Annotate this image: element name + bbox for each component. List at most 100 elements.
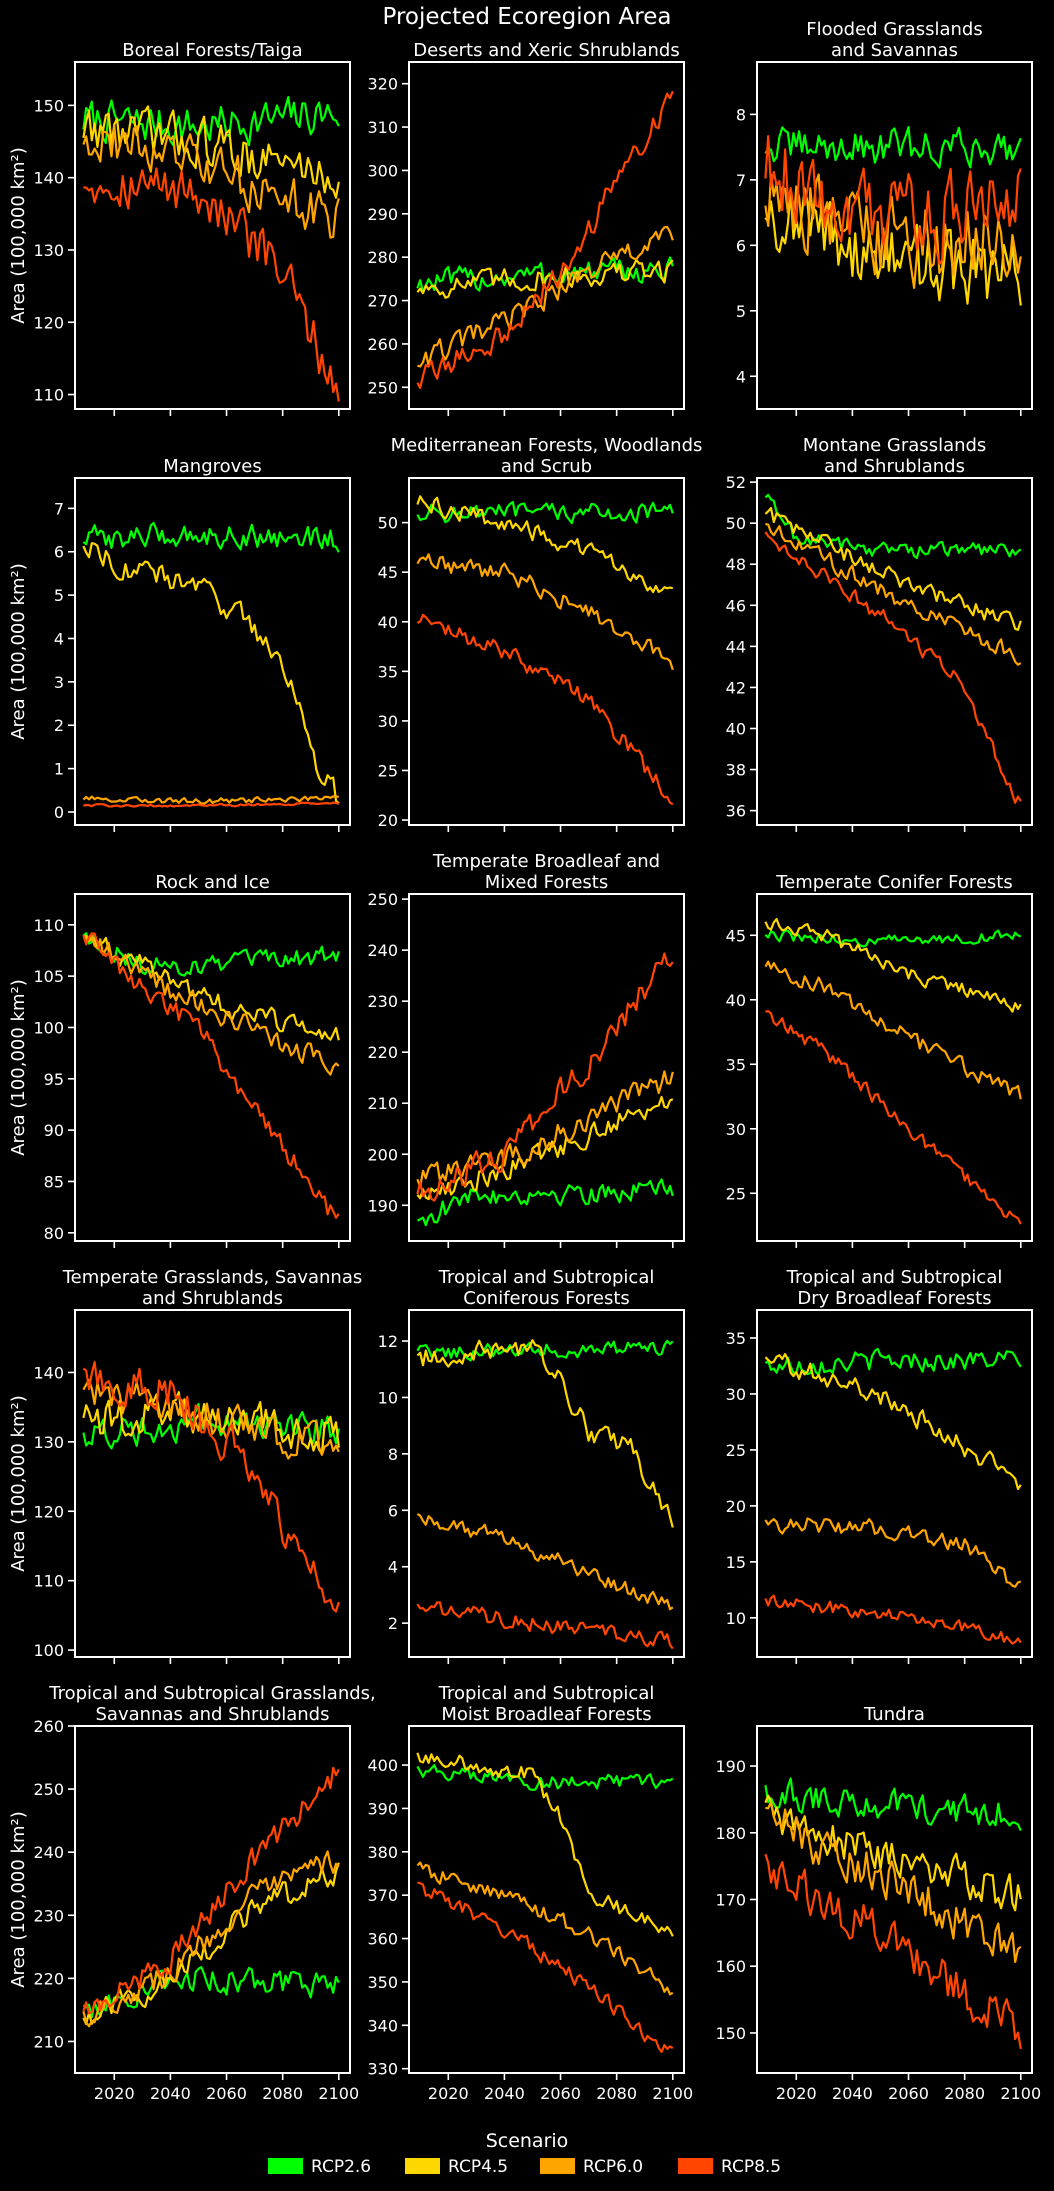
panel-title: Rock and Ice <box>155 872 270 893</box>
panel-title: Temperate Grasslands, Savannas <box>62 1267 363 1288</box>
y-tick-label: 50 <box>378 514 398 533</box>
y-tick-label: 30 <box>726 1120 746 1139</box>
y-tick-label: 50 <box>726 514 746 533</box>
series-line <box>82 934 340 1076</box>
y-tick-label: 340 <box>367 2016 398 2035</box>
series-line <box>765 1009 1022 1225</box>
panel-title: Flooded Grasslands <box>806 19 982 40</box>
y-tick-label: 150 <box>33 96 64 115</box>
y-tick-label: 36 <box>726 802 746 821</box>
y-tick-label: 85 <box>44 1172 64 1191</box>
panel-title: Tundra <box>863 1704 925 1725</box>
legend-title: Scenario <box>486 2130 569 2152</box>
panel-title: and Savannas <box>831 40 958 61</box>
y-tick-label: 8 <box>736 105 746 124</box>
y-tick-label: 6 <box>388 1501 398 1520</box>
x-tick-label: 2040 <box>484 2084 525 2103</box>
y-tick-label: 230 <box>33 1906 64 1925</box>
panel-title: Mixed Forests <box>485 872 608 893</box>
panel-frame <box>408 1725 685 2074</box>
series-line <box>416 952 674 1202</box>
legend-swatch <box>268 2158 303 2174</box>
y-axis-label: Area (100,000 km²) <box>8 147 29 324</box>
y-tick-label: 310 <box>367 118 398 137</box>
y-tick-label: 110 <box>33 386 64 405</box>
series-line <box>764 1352 1022 1491</box>
series-line <box>764 1517 1022 1588</box>
series-line <box>416 1339 674 1528</box>
y-tick-label: 280 <box>367 248 398 267</box>
y-tick-label: 170 <box>715 1891 746 1910</box>
y-tick-label: 260 <box>367 335 398 354</box>
series-line <box>416 495 674 594</box>
panel-frame <box>756 477 1033 826</box>
y-tick-label: 10 <box>726 1609 746 1628</box>
series-line <box>82 1390 340 1455</box>
y-tick-label: 250 <box>367 890 398 909</box>
y-tick-label: 0 <box>54 803 64 822</box>
y-tick-label: 42 <box>726 678 746 697</box>
y-tick-label: 10 <box>378 1388 398 1407</box>
y-tick-label: 35 <box>726 1055 746 1074</box>
y-tick-label: 20 <box>378 811 398 830</box>
y-tick-label: 12 <box>378 1332 398 1351</box>
y-tick-label: 150 <box>715 2024 746 2043</box>
panel-title: Moist Broadleaf Forests <box>441 1704 651 1725</box>
series-line <box>82 542 340 805</box>
series-line <box>416 258 674 299</box>
y-axis-label: Area (100,000 km²) <box>8 563 29 740</box>
panel: Boreal Forests/Taiga 110 120 130 140 150 Area … <box>8 40 351 416</box>
legend-entry: RCP4.5 <box>448 2157 508 2177</box>
y-tick-label: 200 <box>367 1145 398 1164</box>
y-tick-label: 52 <box>726 473 746 492</box>
legend-swatch <box>678 2158 713 2174</box>
y-tick-label: 100 <box>33 1018 64 1037</box>
x-tick-label: 2080 <box>262 2084 303 2103</box>
y-tick-label: 360 <box>367 1930 398 1949</box>
series-line <box>765 1800 1022 1964</box>
series-line <box>416 90 674 389</box>
y-tick-label: 1 <box>54 760 64 779</box>
panel-title: and Shrublands <box>824 456 965 477</box>
y-tick-label: 40 <box>726 991 746 1010</box>
y-tick-label: 95 <box>44 1070 64 1089</box>
y-axis-label: Area (100,000 km²) <box>8 979 29 1156</box>
y-tick-label: 7 <box>736 171 746 190</box>
series-line <box>764 929 1022 948</box>
panel-title: Tropical and Subtropical Grasslands, <box>48 1683 376 1704</box>
series-line <box>82 95 340 147</box>
y-tick-label: 270 <box>367 292 398 311</box>
y-tick-label: 130 <box>33 1433 64 1452</box>
y-tick-label: 4 <box>54 629 64 648</box>
y-tick-label: 190 <box>715 1757 746 1776</box>
panel: Deserts and Xeric Shrublands 250 260 270 280… <box>367 40 685 416</box>
x-tick-label: 2080 <box>596 2084 637 2103</box>
x-tick-label: 2020 <box>94 2084 135 2103</box>
panel-title: Temperate Broadleaf and <box>432 851 660 872</box>
series-line <box>416 500 674 525</box>
panel-title: Savannas and Shrublands <box>96 1704 330 1725</box>
series-line <box>765 522 1022 666</box>
y-tick-label: 370 <box>367 1886 398 1905</box>
series-line <box>82 124 340 239</box>
panel-title: Montane Grasslands <box>803 435 987 456</box>
panel-frame <box>74 893 351 1242</box>
panel-frame <box>408 1309 685 1658</box>
panel: Mangroves 0 1 2 3 4 5 6 7 Area (100,000 km²) <box>8 456 351 832</box>
y-tick-label: 2 <box>388 1614 398 1633</box>
y-tick-label: 6 <box>736 236 746 255</box>
panel-frame <box>74 1309 351 1658</box>
y-tick-label: 7 <box>54 499 64 518</box>
y-tick-label: 35 <box>726 1329 746 1348</box>
y-tick-label: 240 <box>367 941 398 960</box>
series-line <box>83 801 340 808</box>
x-tick-label: 2060 <box>206 2084 247 2103</box>
y-tick-label: 30 <box>726 1385 746 1404</box>
x-tick-label: 2040 <box>150 2084 191 2103</box>
x-tick-label: 2020 <box>428 2084 469 2103</box>
series-line <box>764 125 1022 169</box>
legend: Scenario RCP2.6 RCP4.5 RCP6.0 RCP8.5 <box>268 2130 781 2177</box>
series-line <box>82 1862 340 2026</box>
